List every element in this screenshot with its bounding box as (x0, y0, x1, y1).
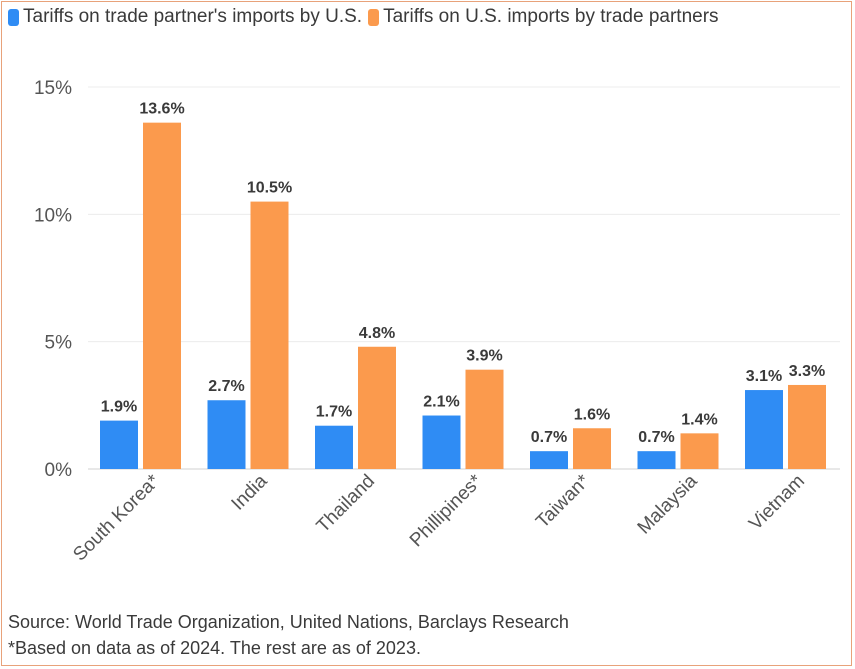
x-tick-label: India (228, 470, 272, 514)
bar (358, 346, 396, 469)
data-label: 1.6% (574, 406, 610, 423)
x-tick-label: South Korea* (69, 470, 164, 565)
legend-swatch-orange (368, 8, 380, 26)
bar (465, 369, 504, 469)
x-tick-label: Taiwan* (532, 470, 594, 532)
bar (250, 201, 289, 469)
bar (745, 390, 783, 469)
data-label: 1.7% (316, 404, 352, 421)
bar (143, 122, 181, 470)
bar (637, 451, 676, 469)
date-footnote: *Based on data as of 2024. The rest are … (8, 638, 421, 658)
data-label: 3.1% (746, 368, 782, 385)
legend-label-partner-tariffs: Tariffs on U.S. imports by trade partner… (383, 6, 719, 27)
data-label: 0.7% (638, 429, 674, 446)
bar (573, 428, 611, 469)
x-tick-label: Phillipines* (406, 470, 487, 551)
chart-legend: Tariffs on trade partner's imports by U.… (8, 6, 725, 28)
bar (530, 451, 568, 469)
data-label: 2.7% (208, 378, 244, 395)
data-label: 1.4% (681, 411, 717, 428)
bar (207, 400, 246, 469)
source-note: Source: World Trade Organization, United… (8, 612, 569, 632)
x-tick-label: Malaysia (634, 470, 702, 538)
data-label: 2.1% (423, 394, 459, 411)
y-tick-label: 0% (45, 460, 73, 481)
y-tick-label: 15% (34, 78, 72, 99)
x-tick-label: Thailand (313, 471, 379, 537)
data-label: 4.8% (359, 325, 395, 342)
data-label: 13.6% (139, 101, 184, 118)
data-label: 3.9% (466, 348, 502, 365)
bar (315, 425, 353, 469)
y-tick-label: 5% (45, 333, 73, 354)
data-label: 3.3% (789, 363, 825, 380)
legend-item-partner-tariffs: Tariffs on U.S. imports by trade partner… (368, 6, 719, 28)
legend-label-us-tariffs: Tariffs on trade partner's imports by U.… (23, 6, 363, 27)
bar (422, 415, 461, 469)
data-label: 0.7% (531, 429, 567, 446)
data-label: 1.9% (101, 399, 137, 416)
bar (100, 420, 138, 469)
y-tick-label: 10% (34, 205, 72, 226)
bar (680, 433, 719, 469)
x-tick-label: Vietnam (745, 471, 809, 535)
legend-item-us-tariffs: Tariffs on trade partner's imports by U.… (8, 6, 362, 28)
data-label: 10.5% (247, 180, 292, 197)
bar (788, 384, 826, 469)
legend-swatch-blue (8, 8, 19, 26)
